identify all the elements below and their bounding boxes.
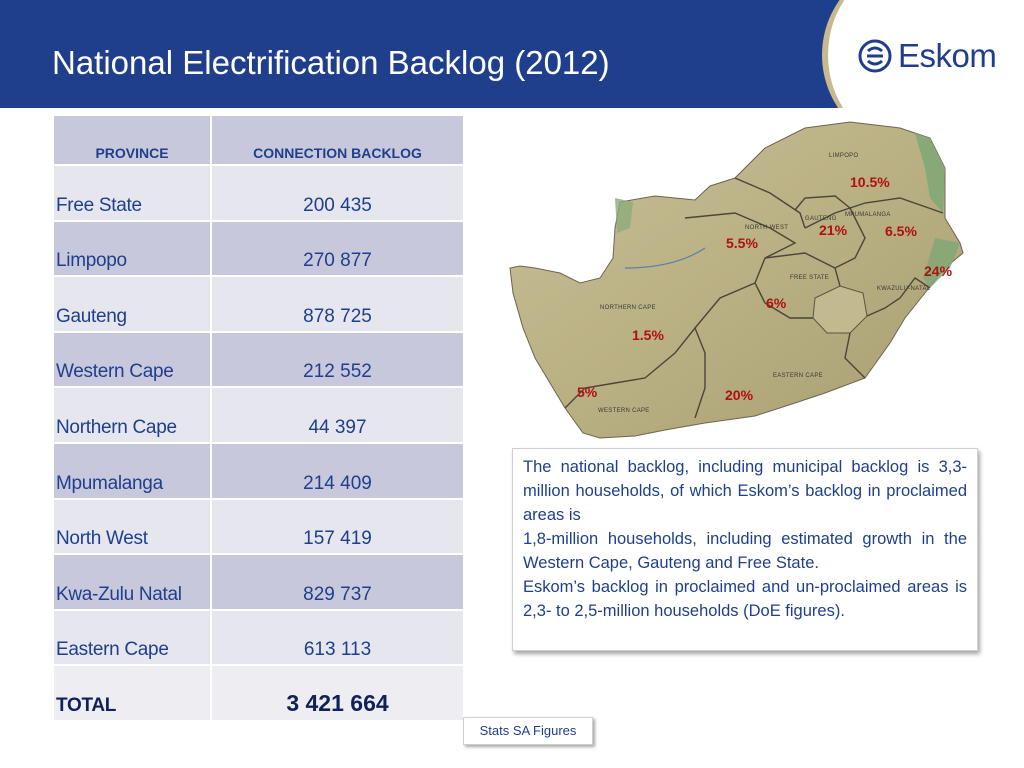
map-label-north-west: NORTH WEST (745, 225, 789, 231)
province-cell: Eastern Cape (52, 608, 212, 667)
percent-gauteng: 21% (819, 222, 848, 238)
total-label: TOTAL (52, 664, 212, 722)
percent-western-cape: 5% (577, 384, 598, 400)
map-label-eastern-cape: EASTERN CAPE (773, 373, 823, 379)
note-paragraph: Eskom’s backlog in proclaimed and un-pro… (523, 578, 967, 620)
logo-panel (822, 0, 1024, 108)
map-graphic (509, 121, 964, 439)
percent-northern-cape: 1.5% (632, 327, 664, 343)
table-row: Kwa-Zulu Natal 829 737 (52, 553, 465, 611)
column-header-backlog: CONNECTION BACKLOG (210, 114, 465, 166)
map-label-limpopo: LIMPOPO (829, 153, 859, 159)
lesotho-shape (812, 285, 868, 334)
country-shape (509, 121, 964, 439)
total-value: 3 421 664 (210, 664, 465, 722)
table-row: Mpumalanga 214 409 (52, 441, 465, 500)
table-row: North West 157 419 (52, 497, 465, 556)
table-row: Limpopo 270 877 (52, 219, 465, 278)
map-label-gauteng: GAUTENG (805, 216, 837, 222)
note-paragraph: 1,8-million households, including estima… (523, 530, 967, 572)
map-label-northern-cape: NORTHERN CAPE (600, 305, 656, 311)
province-cell: Free State (52, 164, 212, 222)
backlog-cell: 212 552 (210, 330, 465, 389)
slide-header: National Electrification Backlog (2012) (0, 0, 1024, 108)
map-label-free-state: FREE STATE (790, 275, 830, 281)
table-row: Western Cape 212 552 (52, 330, 465, 389)
percent-mpumalanga: 6.5% (885, 223, 917, 239)
province-cell: Northern Cape (52, 386, 212, 444)
column-header-province: PROVINCE (52, 114, 212, 166)
map-label-mpumalanga: MPUMALANGA (845, 212, 891, 218)
table-row: Gauteng 878 725 (52, 275, 465, 333)
percent-eastern-cape: 20% (725, 387, 754, 403)
table-row: Northern Cape 44 397 (52, 386, 465, 444)
percent-kwazulu-natal: 24% (924, 263, 953, 279)
eskom-logo-text: Eskom (898, 37, 997, 74)
province-cell: North West (52, 497, 212, 556)
percent-free-state: 6% (766, 295, 787, 311)
backlog-cell: 270 877 (210, 219, 465, 278)
province-borders (564, 177, 944, 419)
map-label-western-cape: WESTERN CAPE (598, 408, 650, 414)
table-row: Free State 200 435 (52, 164, 465, 222)
backlog-cell: 613 113 (210, 608, 465, 667)
province-cell: Mpumalanga (52, 441, 212, 500)
map-label-kwazulu-natal: KWAZULU-NATAL (877, 286, 931, 292)
eskom-logo: Eskom (858, 36, 997, 76)
table-total-row: TOTAL 3 421 664 (52, 664, 465, 722)
note-paragraph: The national backlog, including municipa… (523, 458, 967, 524)
source-tag: Stats SA Figures (463, 717, 593, 745)
backlog-cell: 200 435 (210, 164, 465, 222)
backlog-cell: 878 725 (210, 275, 465, 333)
table-header-row: PROVINCE CONNECTION BACKLOG (52, 114, 465, 166)
green-zone-east (915, 133, 945, 213)
backlog-table: PROVINCE CONNECTION BACKLOG Free State 2… (52, 114, 465, 722)
percent-north-west: 5.5% (726, 235, 758, 251)
province-cell: Gauteng (52, 275, 212, 333)
province-cell: Western Cape (52, 330, 212, 389)
backlog-cell: 829 737 (210, 553, 465, 611)
province-cell: Kwa-Zulu Natal (52, 553, 212, 611)
green-zone-west (615, 198, 633, 233)
green-zone-kzn (923, 238, 960, 288)
south-africa-map: LIMPOPO MPUMALANGA GAUTENG NORTH WEST FR… (505, 118, 975, 448)
percent-limpopo: 10.5% (850, 174, 890, 190)
backlog-cell: 214 409 (210, 441, 465, 500)
backlog-note-box: The national backlog, including municipa… (512, 448, 978, 651)
table-row: Eastern Cape 613 113 (52, 608, 465, 667)
backlog-cell: 157 419 (210, 497, 465, 556)
eskom-logo-icon (858, 39, 892, 73)
province-cell: Limpopo (52, 219, 212, 278)
slide-title: National Electrification Backlog (2012) (52, 44, 610, 81)
river (624, 247, 706, 269)
backlog-cell: 44 397 (210, 386, 465, 444)
